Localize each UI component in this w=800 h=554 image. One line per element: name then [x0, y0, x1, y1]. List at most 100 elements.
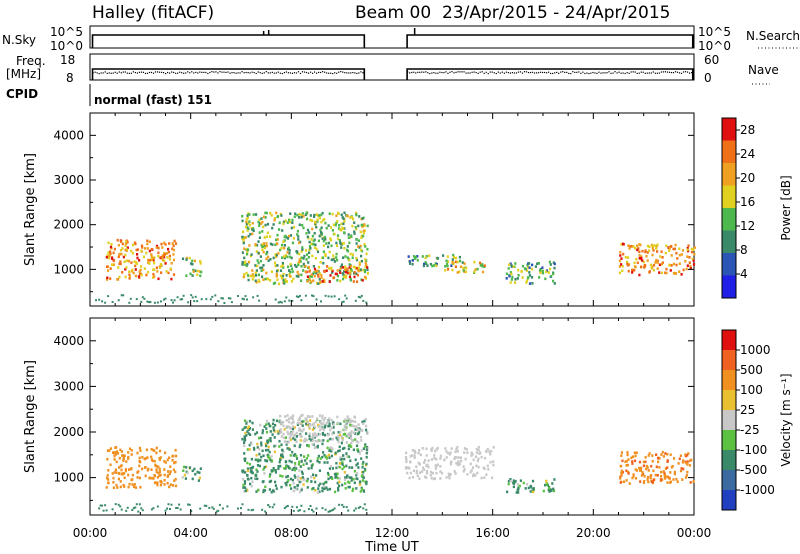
velocity-panel-cell — [328, 456, 331, 460]
velocity-panel-cell — [248, 443, 251, 447]
velocity-panel-cell — [262, 454, 265, 457]
power-panel-cell — [251, 221, 254, 225]
velocity-panel-cell — [309, 505, 312, 507]
power-panel-cell — [194, 269, 197, 273]
velocity-panel-cell — [291, 418, 294, 421]
nave-point — [237, 72, 239, 74]
velocity-panel-cell — [342, 505, 345, 508]
velocity-panel-cell — [291, 427, 294, 431]
velocity-panel-cell — [656, 456, 660, 460]
power-panel-cell — [312, 265, 315, 268]
velocity-panel-cell — [122, 458, 125, 462]
velocity-panel-cell — [116, 486, 119, 489]
velocity-panel-cell — [242, 483, 245, 487]
velocity-panel-cell — [275, 487, 278, 490]
velocity-panel-cell — [116, 452, 120, 455]
velocity-panel-cell — [127, 473, 130, 477]
velocity-panel-cell — [272, 466, 275, 470]
nave-point — [568, 72, 570, 75]
velocity-panel-cell — [274, 423, 277, 427]
velocity-panel-cell — [322, 422, 325, 425]
velocity-panel-cell — [335, 461, 338, 465]
nave-point — [487, 72, 489, 75]
nave-point — [684, 71, 687, 73]
nave-tick-bottom: 0 — [704, 71, 712, 85]
velocity-panel-cell — [274, 484, 277, 487]
power-panel-cell — [315, 281, 319, 285]
power-panel-cell — [320, 274, 323, 277]
velocity-panel-cell — [648, 452, 651, 455]
velocity-panel-cell — [626, 453, 629, 457]
power-panel-cell — [627, 244, 630, 247]
velocity-panel-cell — [512, 479, 515, 482]
power-panel-cell — [355, 211, 358, 215]
velocity-panel-cell — [316, 439, 319, 443]
nave-point — [352, 71, 354, 74]
nave-point — [531, 71, 534, 73]
power-panel-cell — [458, 255, 461, 259]
nave-point — [102, 72, 104, 74]
velocity-panel-cell — [268, 456, 271, 460]
velocity-panel-cell — [358, 452, 361, 455]
power-panel-cell — [160, 300, 162, 303]
velocity-panel-cell — [141, 467, 144, 471]
nave-point — [255, 72, 257, 75]
velocity-panel-cell — [127, 468, 131, 471]
power-panel-cell — [341, 242, 344, 245]
power-panel-cell — [631, 245, 634, 248]
velocity-panel-cell — [365, 508, 368, 511]
power-panel-cell — [243, 298, 245, 301]
power-panel-cell — [432, 264, 436, 267]
velocity-panel-cell — [126, 506, 129, 509]
nave-point — [628, 72, 630, 74]
velocity-panel-cell — [619, 464, 622, 468]
velocity-panel-cell — [329, 476, 332, 479]
velocity-panel-cell — [529, 490, 532, 493]
velocity-panel-cell — [321, 416, 324, 420]
velocity-panel-cell — [259, 423, 262, 427]
power-panel-cell — [295, 250, 298, 253]
velocity-panel-cell — [290, 416, 293, 419]
velocity-panel-cell — [277, 465, 280, 468]
nave-point — [148, 71, 151, 74]
power-panel-cell — [362, 234, 365, 238]
power-colorbar-tick-label: 24 — [740, 147, 755, 161]
power-panel-cell — [650, 266, 653, 269]
velocity-panel-cell — [352, 425, 355, 428]
velocity-panel-cell — [627, 470, 630, 474]
velocity-panel-cell — [624, 460, 627, 464]
velocity-panel-cell — [138, 446, 141, 450]
power-panel-cell — [191, 274, 194, 277]
velocity-panel-cell — [322, 482, 325, 486]
velocity-panel-cell — [268, 480, 271, 484]
velocity-panel-cell — [155, 446, 158, 450]
nsky-tick-bottom: 10^0 — [50, 39, 83, 53]
power-panel-cell — [315, 247, 318, 251]
nave-point — [360, 71, 362, 73]
nave-point — [662, 71, 664, 73]
nave-point — [227, 71, 229, 73]
power-panel-cell — [350, 215, 353, 219]
power-panel-cell — [637, 247, 640, 250]
velocity-panel-cell — [647, 469, 650, 472]
power-panel-cell — [252, 213, 255, 216]
velocity-panel-cell — [419, 453, 422, 457]
velocity-panel-cell — [288, 436, 291, 440]
power-panel-cell — [525, 281, 528, 284]
time-tick-label: 12:00 — [375, 526, 410, 540]
power-panel-cell — [446, 264, 449, 268]
nave-point — [668, 71, 671, 73]
velocity-panel-cell — [243, 436, 246, 440]
velocity-panel-cell — [507, 482, 510, 486]
velocity-panel-cell — [355, 425, 358, 428]
power-panel-cell — [425, 255, 428, 258]
power-panel-cell — [321, 237, 324, 240]
velocity-panel-cell — [658, 466, 661, 469]
velocity-colorbar-tick-label: -1000 — [740, 483, 775, 497]
beam-label: Beam 00 — [355, 3, 431, 23]
nave-point — [672, 71, 675, 74]
power-panel-cell — [251, 273, 254, 276]
power-panel-cell — [246, 252, 249, 256]
nave-point — [556, 71, 558, 74]
power-panel-cell — [118, 262, 121, 266]
